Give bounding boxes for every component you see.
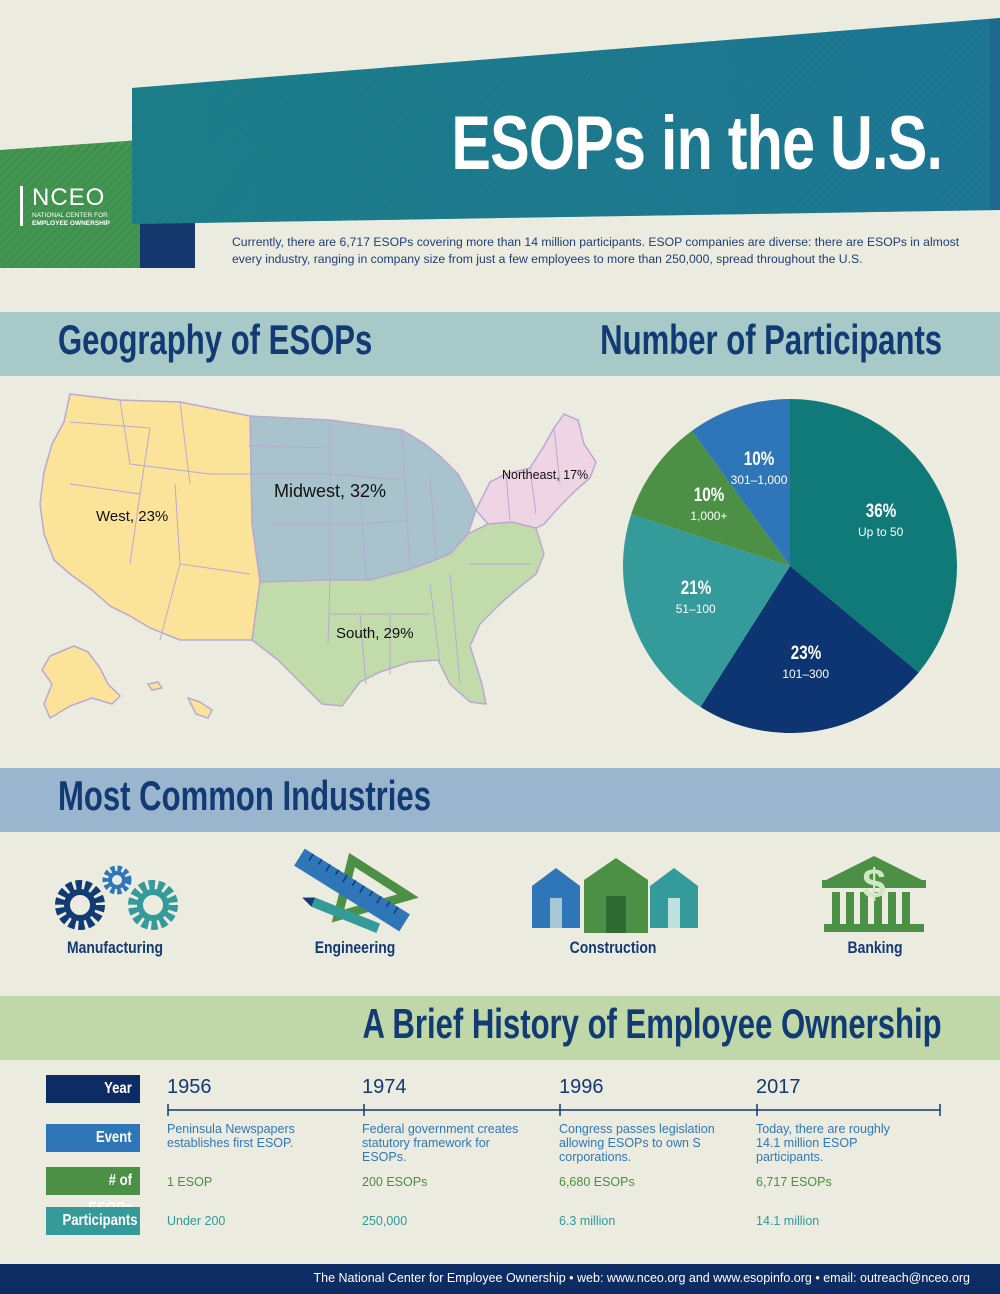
pie-range-label: 1,000+ <box>690 509 728 524</box>
pie-pct-label: 10% <box>693 485 725 507</box>
entry-participants: 6.3 million <box>559 1214 616 1228</box>
bank-icon: $ <box>822 856 926 932</box>
header-banner <box>0 18 1000 268</box>
entry-participants: Under 200 <box>167 1214 226 1228</box>
pie-slice <box>691 399 790 566</box>
history-title: A Brief History of Employee Ownership <box>362 1000 942 1047</box>
participants-pie-chart <box>623 399 957 733</box>
pie-slice <box>790 399 957 673</box>
house-blue <box>532 868 580 928</box>
entry-event: Today, there are roughly 14.1 million ES… <box>756 1122 890 1164</box>
ruler-triangle-icon <box>294 848 419 933</box>
islands-shape <box>146 681 164 691</box>
pie-slice <box>700 566 919 733</box>
entry-event: Congress passes legislation allowing ESO… <box>559 1122 715 1164</box>
pie-range-label: 51–100 <box>675 601 716 616</box>
houses-icon <box>532 858 698 933</box>
entry-esops: 6,680 ESOPs <box>559 1175 635 1189</box>
industry-label-manufacturing: Manufacturing <box>66 938 164 957</box>
entry-esops: 200 ESOPs <box>362 1175 428 1189</box>
region-label-midwest: Midwest, 32% <box>274 481 387 501</box>
gear-blue <box>102 865 132 895</box>
west-region <box>39 393 261 641</box>
northeast-region <box>475 413 597 529</box>
entry-year: 1996 <box>559 1076 604 1098</box>
row-label-participants: Participants <box>46 1207 140 1235</box>
pie-slice <box>631 430 790 566</box>
history-band <box>0 996 1000 1060</box>
region-label-west: West, 23% <box>96 508 169 525</box>
pie-range-label: 101–300 <box>782 666 830 681</box>
hawaii-shape <box>186 696 213 719</box>
entry-year: 1974 <box>362 1076 407 1098</box>
pie-range-label: Up to 50 <box>857 525 904 540</box>
alaska-shape <box>41 645 122 720</box>
intro-text: Currently, there are 6,717 ESOPs coverin… <box>232 235 960 266</box>
page-title: ESOPs in the U.S. <box>451 101 943 186</box>
footer-text[interactable]: The National Center for Employee Ownersh… <box>313 1271 971 1285</box>
pie-pct-label: 23% <box>790 642 821 664</box>
footer-bar: The National Center for Employee Ownersh… <box>0 1264 1000 1294</box>
industry-label-banking: Banking <box>847 938 903 957</box>
region-label-northeast: Northeast, 17% <box>502 468 589 482</box>
entry-participants: 14.1 million <box>756 1214 820 1228</box>
entry-event: Federal government creates statutory fra… <box>362 1122 519 1164</box>
entry-esops: 1 ESOP <box>167 1175 213 1189</box>
pie-pct-label: 36% <box>865 501 896 523</box>
industry-label-construction: Construction <box>569 938 657 957</box>
industries-band <box>0 768 1000 832</box>
industries-title: Most Common Industries <box>58 772 431 819</box>
logo-name: NCEO <box>32 184 106 211</box>
row-label-esops: # of ESOPs <box>46 1167 140 1217</box>
entry-esops: 6,717 ESOPs <box>756 1175 832 1189</box>
house-green <box>584 858 648 933</box>
house-teal <box>650 868 698 928</box>
logo-subtitle-1: NATIONAL CENTER FOR <box>32 212 108 219</box>
gears-icon <box>55 865 178 930</box>
region-label-south: South, 29% <box>336 625 414 642</box>
industry-label-engineering: Engineering <box>314 938 396 957</box>
us-map <box>39 393 597 720</box>
gear-teal <box>128 880 178 930</box>
geography-title: Geography of ESOPs <box>58 316 373 363</box>
row-label-event: Event <box>46 1124 140 1152</box>
entry-participants: 250,000 <box>362 1214 408 1228</box>
participants-title: Number of Participants <box>600 316 942 363</box>
svg-text:$: $ <box>862 860 885 907</box>
gear-navy <box>55 880 105 930</box>
pie-slice <box>623 514 790 708</box>
timeline-axis <box>167 1104 941 1116</box>
logo-mark-icon <box>20 186 23 226</box>
state-lines <box>69 399 561 685</box>
geography-band <box>0 312 1000 376</box>
row-label-year: Year <box>46 1075 140 1103</box>
pie-pct-label: 21% <box>680 577 711 599</box>
entry-event: Peninsula Newspapers establishes first E… <box>167 1122 295 1150</box>
logo-subtitle-2: EMPLOYEE OWNERSHIP <box>32 220 111 227</box>
entry-year: 2017 <box>756 1076 801 1098</box>
entry-year: 1956 <box>167 1076 212 1098</box>
pie-range-label: 301–1,000 <box>730 472 788 487</box>
pie-pct-label: 10% <box>743 448 775 470</box>
